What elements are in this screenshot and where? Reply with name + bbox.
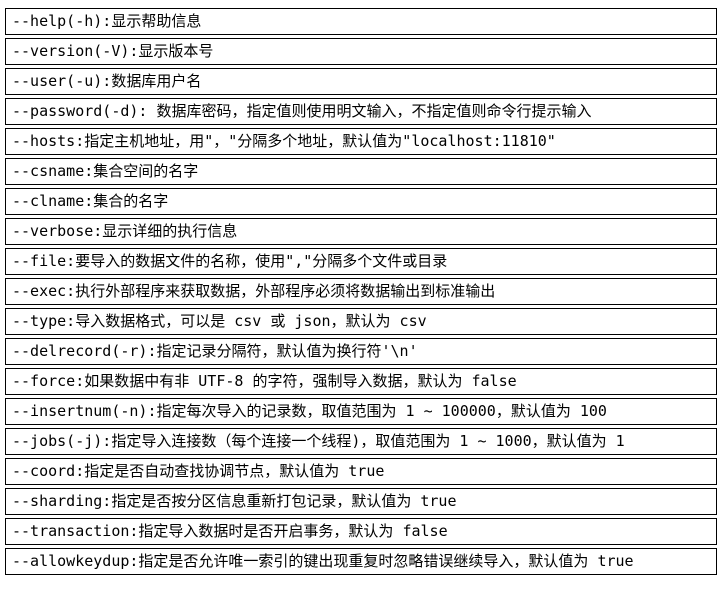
table-row: --delrecord(-r):指定记录分隔符，默认值为换行符'\n' (5, 338, 717, 365)
option-text: --password(-d): 数据库密码，指定值则使用明文输入，不指定值则命令… (12, 102, 592, 120)
table-row: --sharding:指定是否按分区信息重新打包记录，默认值为 true (5, 488, 717, 515)
option-text: --verbose:显示详细的执行信息 (12, 222, 238, 240)
option-text: --clname:集合的名字 (12, 192, 169, 210)
option-text: --transaction:指定导入数据时是否开启事务，默认为 false (12, 522, 448, 540)
option-text: --file:要导入的数据文件的名称，使用","分隔多个文件或目录 (12, 252, 448, 270)
table-row: --allowkeydup:指定是否允许唯一索引的键出现重复时忽略错误继续导入，… (5, 548, 717, 575)
option-text: --user(-u):数据库用户名 (12, 72, 202, 90)
table-row: --insertnum(-n):指定每次导入的记录数，取值范围为 1 ~ 100… (5, 398, 717, 425)
table-row: --user(-u):数据库用户名 (5, 68, 717, 95)
option-text: --help(-h):显示帮助信息 (12, 12, 202, 30)
option-text: --allowkeydup:指定是否允许唯一索引的键出现重复时忽略错误继续导入，… (12, 552, 634, 570)
table-row: --clname:集合的名字 (5, 188, 717, 215)
option-text: --jobs(-j):指定导入连接数（每个连接一个线程)，取值范围为 1 ~ 1… (12, 432, 625, 450)
options-table: --help(-h):显示帮助信息 --version(-V):显示版本号 --… (5, 8, 717, 578)
table-row: --jobs(-j):指定导入连接数（每个连接一个线程)，取值范围为 1 ~ 1… (5, 428, 717, 455)
table-row: --hosts:指定主机地址，用"，"分隔多个地址，默认值为"localhost… (5, 128, 717, 155)
table-row: --help(-h):显示帮助信息 (5, 8, 717, 35)
table-row: --exec:执行外部程序来获取数据，外部程序必须将数据输出到标准输出 (5, 278, 717, 305)
option-text: --coord:指定是否自动查找协调节点，默认值为 true (12, 462, 385, 480)
table-row: --file:要导入的数据文件的名称，使用","分隔多个文件或目录 (5, 248, 717, 275)
table-row: --type:导入数据格式，可以是 csv 或 json，默认为 csv (5, 308, 717, 335)
option-text: --exec:执行外部程序来获取数据，外部程序必须将数据输出到标准输出 (12, 282, 496, 300)
option-text: --version(-V):显示版本号 (12, 42, 214, 60)
option-text: --force:如果数据中有非 UTF-8 的字符，强制导入数据，默认为 fal… (12, 372, 517, 390)
option-text: --insertnum(-n):指定每次导入的记录数，取值范围为 1 ~ 100… (12, 402, 607, 420)
option-text: --type:导入数据格式，可以是 csv 或 json，默认为 csv (12, 312, 427, 330)
table-row: --password(-d): 数据库密码，指定值则使用明文输入，不指定值则命令… (5, 98, 717, 125)
table-row: --verbose:显示详细的执行信息 (5, 218, 717, 245)
option-text: --delrecord(-r):指定记录分隔符，默认值为换行符'\n' (12, 342, 418, 360)
table-row: --csname:集合空间的名字 (5, 158, 717, 185)
table-row: --coord:指定是否自动查找协调节点，默认值为 true (5, 458, 717, 485)
table-row: --version(-V):显示版本号 (5, 38, 717, 65)
table-row: --force:如果数据中有非 UTF-8 的字符，强制导入数据，默认为 fal… (5, 368, 717, 395)
option-text: --sharding:指定是否按分区信息重新打包记录，默认值为 true (12, 492, 457, 510)
option-text: --hosts:指定主机地址，用"，"分隔多个地址，默认值为"localhost… (12, 132, 556, 150)
option-text: --csname:集合空间的名字 (12, 162, 199, 180)
table-row: --transaction:指定导入数据时是否开启事务，默认为 false (5, 518, 717, 545)
